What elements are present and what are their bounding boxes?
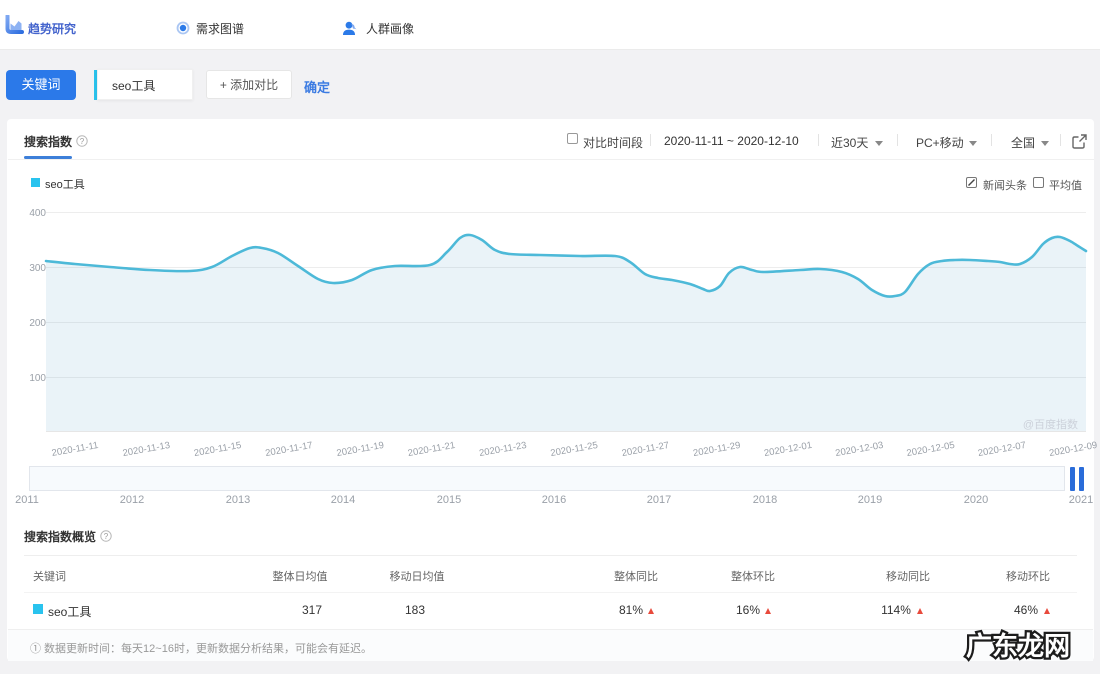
svg-text:2020-11-13: 2020-11-13 [122, 440, 171, 459]
svg-text:2020-11-11: 2020-11-11 [51, 440, 99, 459]
svg-text:2020-11-19: 2020-11-19 [336, 440, 385, 459]
svg-text:400: 400 [29, 208, 46, 219]
svg-text:?: ? [104, 532, 109, 541]
svg-text:2020-12-05: 2020-12-05 [906, 440, 956, 459]
svg-text:2020-11-29: 2020-11-29 [692, 440, 741, 459]
svg-text:200: 200 [29, 318, 46, 329]
svg-text:?: ? [80, 137, 85, 146]
svg-text:2020-11-23: 2020-11-23 [478, 440, 527, 459]
svg-text:2020-12-07: 2020-12-07 [977, 440, 1027, 459]
svg-text:2020-12-09: 2020-12-09 [1048, 440, 1098, 459]
svg-text:2020-11-27: 2020-11-27 [621, 440, 670, 459]
svg-text:2020-11-21: 2020-11-21 [407, 440, 456, 459]
svg-text:2020-11-25: 2020-11-25 [550, 440, 599, 459]
svg-text:2020-11-17: 2020-11-17 [264, 440, 313, 459]
svg-text:300: 300 [29, 263, 46, 274]
svg-text:广东龙网: 广东龙网 [966, 631, 1070, 661]
svg-text:2020-12-01: 2020-12-01 [763, 440, 813, 459]
svg-text:2020-11-15: 2020-11-15 [193, 440, 242, 459]
svg-text:100: 100 [29, 373, 46, 384]
svg-text:@百度指数: @百度指数 [1023, 417, 1078, 431]
svg-text:2020-12-03: 2020-12-03 [834, 440, 884, 459]
